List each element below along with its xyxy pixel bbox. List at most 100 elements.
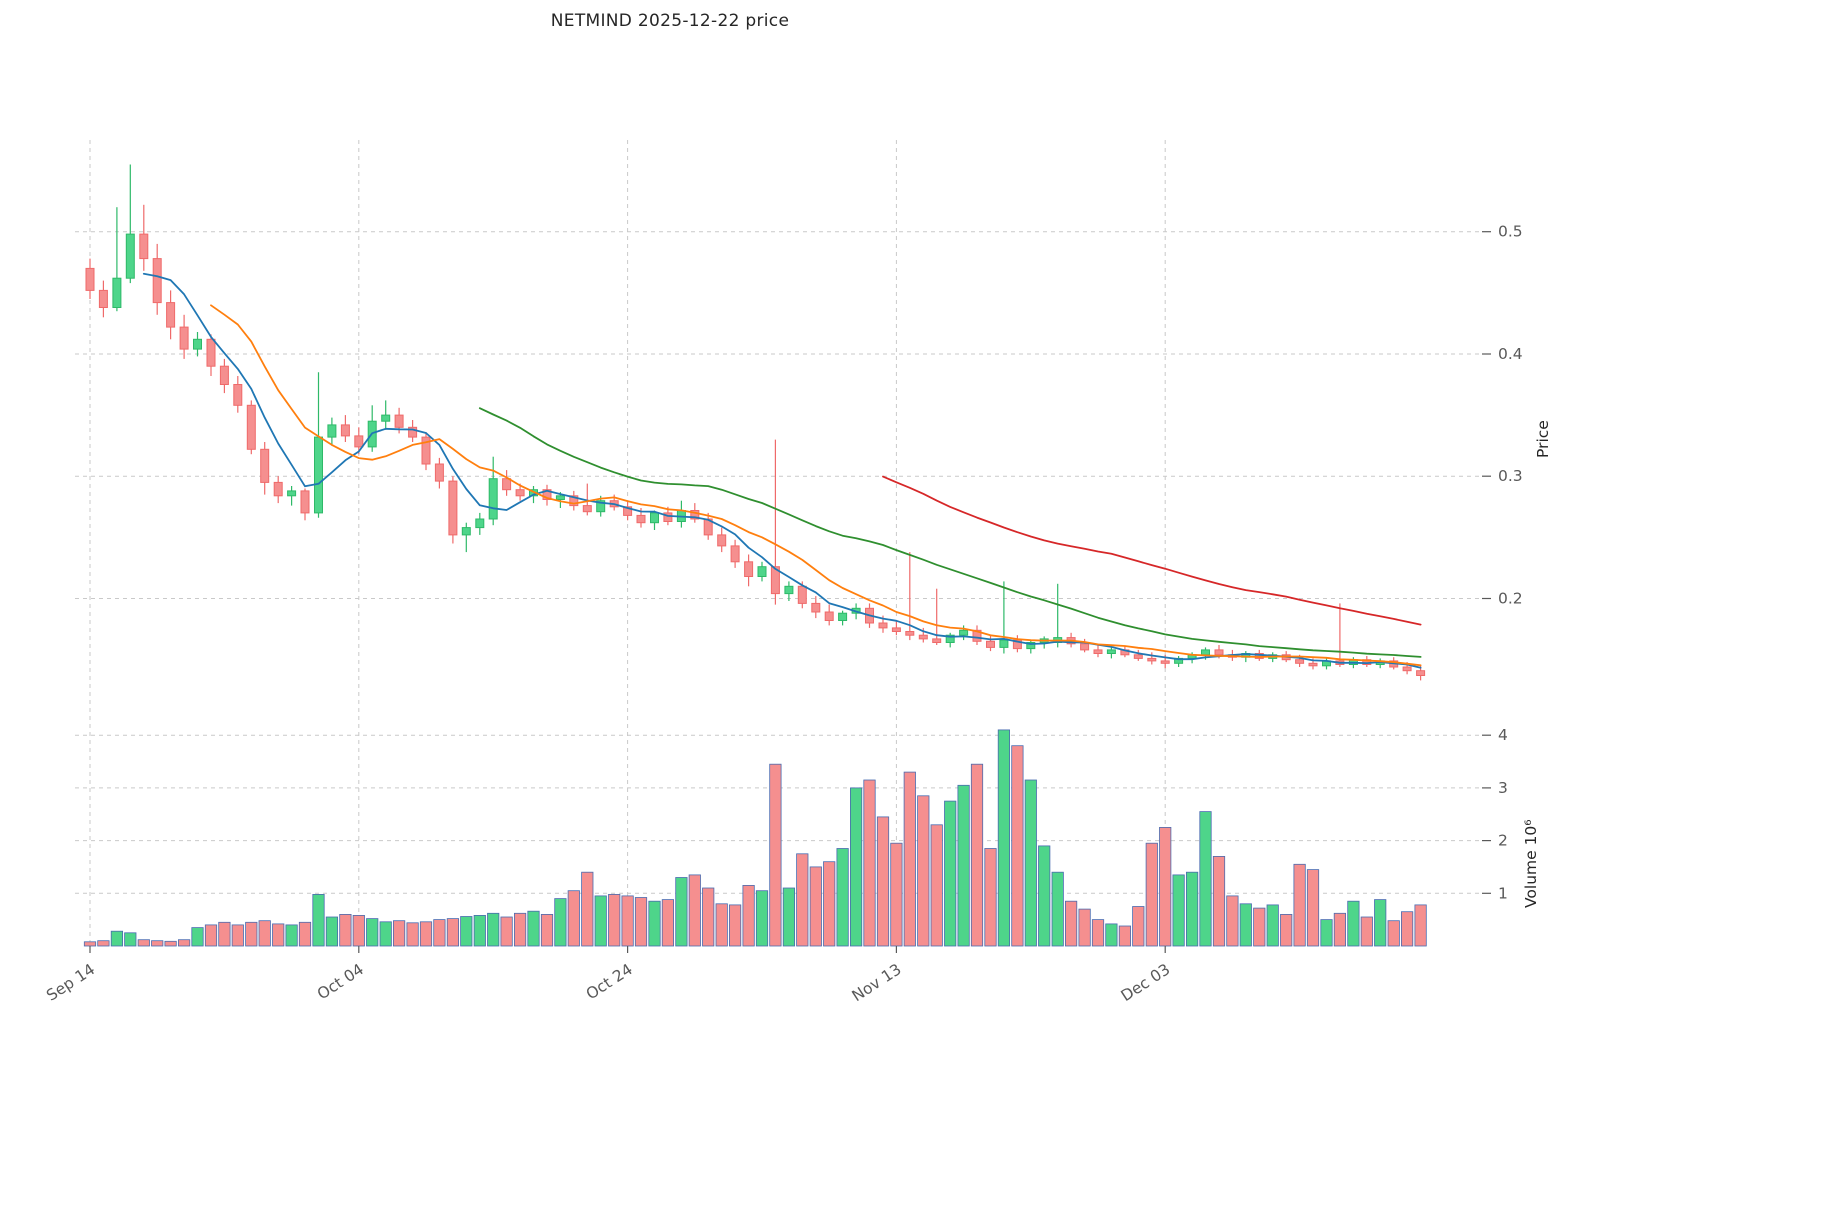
candle-body <box>690 510 700 520</box>
candle-body <box>824 611 834 621</box>
volume-bar <box>124 932 137 947</box>
price-axis-ticks: 0.2 0.3 0.4 0.5 <box>1482 223 1523 608</box>
volume-bar <box>1186 871 1199 947</box>
x-axis-ticks: Sep 14 Oct 04 Oct 24 Nov 13 Dec 03 <box>43 946 1173 1005</box>
ma-line-30 <box>478 407 1422 658</box>
volume-bar <box>755 890 769 947</box>
candle-body <box>730 545 740 563</box>
volume-bar <box>1105 923 1118 947</box>
volume-bar <box>1401 911 1414 947</box>
candle-body <box>408 426 418 438</box>
volume-bar <box>1414 904 1427 947</box>
volume-bar <box>1091 919 1105 947</box>
chart-title: NETMIND 2025-12-22 price <box>550 11 790 31</box>
candle-body <box>1402 666 1412 672</box>
volume-bar <box>487 912 500 947</box>
volume-bar <box>527 910 540 947</box>
volume-bar <box>473 915 486 947</box>
volume-bar <box>1293 863 1306 947</box>
candle-body <box>945 634 955 644</box>
volume-bar <box>796 853 809 947</box>
candle-body <box>1295 659 1305 664</box>
volume-tick-label: 4 <box>1498 726 1508 744</box>
candle-body <box>461 527 471 536</box>
price-tick-label: 0.4 <box>1498 345 1523 363</box>
candle-body <box>555 495 565 500</box>
volume-bar <box>608 894 621 947</box>
volume-bar <box>581 871 594 947</box>
candle-body <box>421 436 431 465</box>
candle-body <box>797 585 807 604</box>
volume-bar <box>890 842 903 947</box>
candle-body <box>905 631 915 636</box>
candle-body <box>260 448 270 483</box>
volume-bar <box>1374 899 1387 947</box>
volume-bar <box>970 763 984 947</box>
volume-bar <box>379 921 392 947</box>
volume-bar <box>1387 920 1400 947</box>
candle-body <box>434 463 444 482</box>
volume-bar <box>312 894 325 947</box>
candle-body <box>770 566 780 595</box>
volume-bar <box>567 890 580 947</box>
candle-body <box>1133 654 1143 659</box>
candle-body <box>999 639 1009 648</box>
volume-bar <box>634 897 648 947</box>
ma-line-5 <box>142 272 1422 669</box>
volume-bar <box>177 939 191 947</box>
volume-bar <box>1118 925 1131 947</box>
volume-bar <box>83 941 97 947</box>
candle-body <box>918 634 928 640</box>
candle-body <box>542 489 552 501</box>
volume-bar <box>729 904 742 947</box>
candle-body <box>744 561 754 577</box>
price-axis-label: Price <box>1534 420 1552 458</box>
price-tick-label: 0.3 <box>1498 467 1523 485</box>
candle-body <box>125 233 135 279</box>
candle-body <box>623 506 633 516</box>
volume-bar <box>1333 912 1346 947</box>
volume-bar <box>782 887 796 947</box>
candle-body <box>1214 649 1224 656</box>
volume-bar <box>1065 900 1078 947</box>
volume-bar <box>984 848 997 947</box>
candle-body <box>717 534 727 547</box>
candle-body <box>878 622 888 629</box>
ma-line-60 <box>882 475 1422 626</box>
volume-bar <box>540 914 554 947</box>
candle-body <box>1026 642 1036 650</box>
candle-body <box>959 629 969 636</box>
volume-tick-label: 2 <box>1498 832 1508 850</box>
candle-body <box>354 435 364 448</box>
volume-bar <box>1212 856 1226 947</box>
volume-bar <box>850 787 863 947</box>
candle-body <box>891 627 901 633</box>
candle-body <box>85 267 95 291</box>
candle-body <box>596 500 606 513</box>
volume-bar <box>419 921 433 947</box>
volume-bar <box>769 763 782 947</box>
candle-body <box>166 302 176 328</box>
volume-bar <box>1159 827 1172 947</box>
candle-body <box>206 338 216 367</box>
candle-body <box>972 629 982 642</box>
volume-bar <box>164 940 177 947</box>
candle-body <box>327 424 337 438</box>
candle-body <box>636 514 646 524</box>
volume-bar <box>151 940 164 947</box>
volume-bar <box>1011 745 1024 947</box>
volume-bar <box>661 899 675 947</box>
volume-bar <box>218 921 231 947</box>
volume-bar <box>110 930 123 947</box>
volume-bar <box>1360 916 1373 947</box>
volume-bar <box>1253 907 1266 947</box>
volume-bar <box>1051 871 1064 947</box>
candle-body <box>1080 643 1090 651</box>
volume-bar <box>688 874 701 947</box>
candle-body <box>152 258 162 304</box>
candle-body <box>179 326 189 350</box>
volume-bar <box>876 816 890 947</box>
volume-bar <box>594 895 607 947</box>
volume-bar <box>1226 895 1239 947</box>
volume-bar <box>1132 906 1145 947</box>
